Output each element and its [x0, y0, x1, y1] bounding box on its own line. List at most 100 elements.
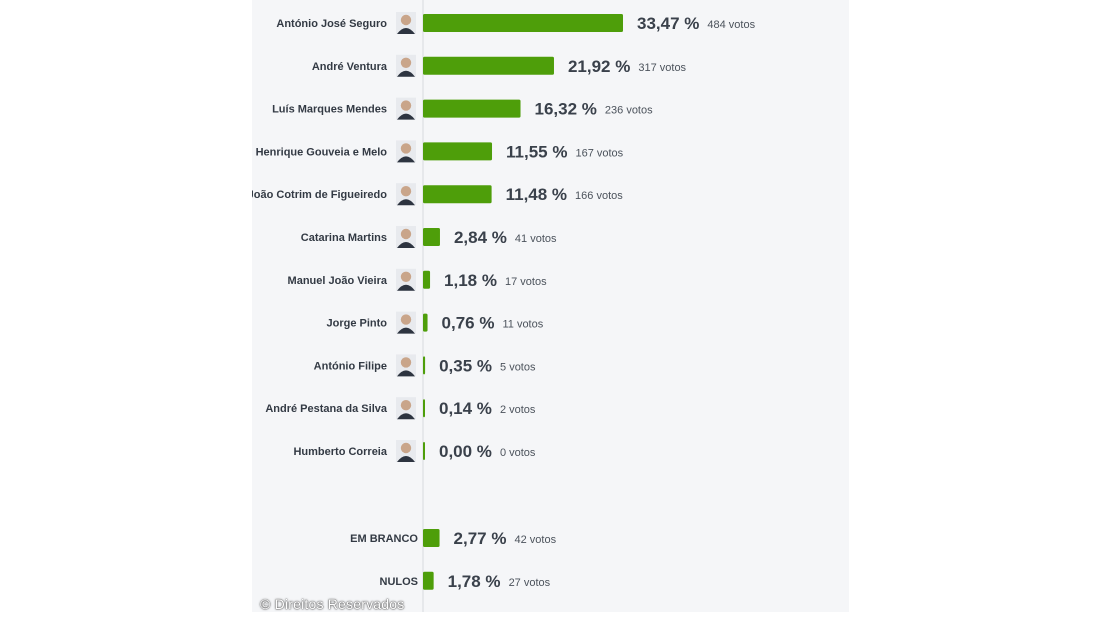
- portrait-shoulders: [397, 113, 415, 120]
- result-bar: [423, 228, 440, 246]
- portrait-shoulders: [397, 413, 415, 420]
- votes-count-label: 317 votos: [638, 62, 686, 74]
- candidate-portrait-icon: [396, 12, 416, 34]
- portrait-shoulders: [397, 370, 415, 377]
- portrait-head: [400, 442, 412, 454]
- candidate-portrait-icon: [396, 354, 416, 377]
- candidate-name-label: António José Seguro: [276, 18, 387, 30]
- percentage-label: 11,48 %: [506, 185, 567, 204]
- portrait-head: [400, 400, 412, 411]
- chart-row: João Cotrim de Figueiredo 11,48 % 166 voto…: [252, 183, 623, 206]
- candidate-name-label: NULOS: [380, 576, 419, 588]
- votes-count-label: 2 votos: [500, 404, 536, 416]
- result-bar: [423, 142, 493, 161]
- result-bar: [423, 399, 425, 418]
- candidate-portrait-icon: [396, 268, 416, 291]
- votes-count-label: 484 votos: [707, 19, 755, 31]
- candidate-name-label: EM BRANCO: [350, 533, 418, 545]
- chart-row: Henrique Gouveia e Melo 11,55 % 167 votos: [256, 140, 624, 163]
- copyright-credit: © Direitos Reservados: [260, 596, 405, 612]
- portrait-shoulders: [397, 242, 415, 248]
- results-panel: António José Seguro 33,47 % 484 votos André…: [252, 0, 849, 612]
- candidate-portrait-icon: [396, 440, 416, 462]
- percentage-label: 1,18 %: [444, 271, 497, 290]
- candidate-portrait-icon: [396, 140, 416, 163]
- portrait-shoulders: [397, 28, 415, 34]
- candidate-name-label: António Filipe: [314, 360, 387, 372]
- percentage-label: 0,00 %: [439, 442, 492, 461]
- chart-row: André Ventura 21,92 % 317 votos: [312, 54, 687, 77]
- portrait-shoulders: [397, 284, 415, 291]
- chart-row: NULOS 1,78 % 27 votos: [380, 571, 551, 591]
- result-bar: [423, 185, 492, 204]
- candidate-name-label: Catarina Martins: [301, 232, 387, 244]
- candidate-portrait-icon: [396, 226, 416, 248]
- votes-count-label: 166 votos: [575, 190, 623, 202]
- votes-count-label: 41 votos: [515, 233, 557, 245]
- chart-row: António Filipe 0,35 % 5 votos: [314, 354, 536, 377]
- candidate-name-label: André Ventura: [312, 61, 388, 73]
- percentage-label: 16,32 %: [535, 100, 597, 119]
- votes-count-label: 0 votos: [500, 447, 536, 459]
- portrait-head: [400, 314, 412, 325]
- percentage-label: 0,76 %: [442, 314, 495, 333]
- portrait-head: [400, 186, 412, 197]
- portrait-head: [400, 357, 412, 368]
- candidate-portrait-icon: [396, 311, 416, 334]
- percentage-label: 2,77 %: [454, 529, 507, 548]
- percentage-label: 11,55 %: [506, 142, 567, 161]
- portrait-shoulders: [397, 199, 415, 206]
- percentage-label: 0,35 %: [439, 356, 492, 375]
- candidate-portrait-icon: [396, 97, 416, 120]
- result-bar: [423, 270, 431, 289]
- chart-row: Humberto Correia 0,00 % 0 votos: [293, 440, 536, 462]
- candidate-name-label: André Pestana da Silva: [265, 403, 388, 415]
- portrait-shoulders: [397, 456, 415, 462]
- result-bar: [423, 313, 428, 332]
- candidate-portrait-icon: [396, 397, 416, 420]
- portrait-head: [400, 271, 412, 282]
- chart-row: António José Seguro 33,47 % 484 votos: [276, 12, 756, 34]
- votes-count-label: 5 votos: [500, 361, 536, 373]
- portrait-head: [400, 143, 412, 154]
- result-bar: [423, 571, 434, 590]
- votes-count-label: 27 votos: [509, 577, 551, 589]
- chart-row: Luís Marques Mendes 16,32 % 236 votos: [272, 97, 653, 120]
- chart-row: Jorge Pinto 0,76 % 11 votos: [326, 311, 544, 334]
- candidate-portrait-icon: [396, 54, 416, 77]
- candidate-name-label: Manuel João Vieira: [288, 275, 388, 287]
- portrait-head: [400, 14, 412, 26]
- chart-row: Manuel João Vieira 1,18 % 17 votos: [288, 268, 547, 291]
- percentage-label: 0,14 %: [439, 399, 492, 418]
- votes-count-label: 17 votos: [505, 276, 547, 288]
- percentage-label: 33,47 %: [637, 14, 699, 33]
- candidate-name-label: Humberto Correia: [293, 446, 387, 458]
- chart-row: Catarina Martins 2,84 % 41 votos: [301, 226, 557, 248]
- portrait-head: [400, 57, 412, 68]
- percentage-label: 1,78 %: [448, 572, 501, 591]
- votes-count-label: 11 votos: [502, 319, 543, 331]
- result-bar: [423, 14, 623, 32]
- candidate-name-label: Luís Marques Mendes: [272, 104, 387, 116]
- result-bar: [423, 442, 425, 460]
- chart-row: EM BRANCO 2,77 % 42 votos: [350, 529, 557, 548]
- candidate-portrait-icon: [396, 183, 416, 206]
- result-bar: [423, 529, 440, 547]
- votes-count-label: 167 votos: [575, 147, 623, 159]
- percentage-label: 2,84 %: [454, 228, 507, 247]
- result-bar: [423, 356, 426, 375]
- votes-count-label: 236 votos: [605, 105, 653, 117]
- candidate-name-label: Jorge Pinto: [326, 318, 387, 330]
- portrait-shoulders: [397, 156, 415, 163]
- result-bar: [423, 56, 554, 75]
- portrait-head: [400, 100, 412, 111]
- chart-row: André Pestana da Silva 0,14 % 2 votos: [265, 397, 536, 420]
- portrait-shoulders: [397, 327, 415, 334]
- result-bar: [423, 99, 521, 118]
- percentage-label: 21,92 %: [568, 57, 630, 76]
- portrait-head: [400, 228, 412, 240]
- candidate-name-label: Henrique Gouveia e Melo: [256, 146, 388, 158]
- votes-count-label: 42 votos: [514, 534, 556, 546]
- candidate-name-label: João Cotrim de Figueiredo: [252, 189, 387, 201]
- portrait-shoulders: [397, 70, 415, 77]
